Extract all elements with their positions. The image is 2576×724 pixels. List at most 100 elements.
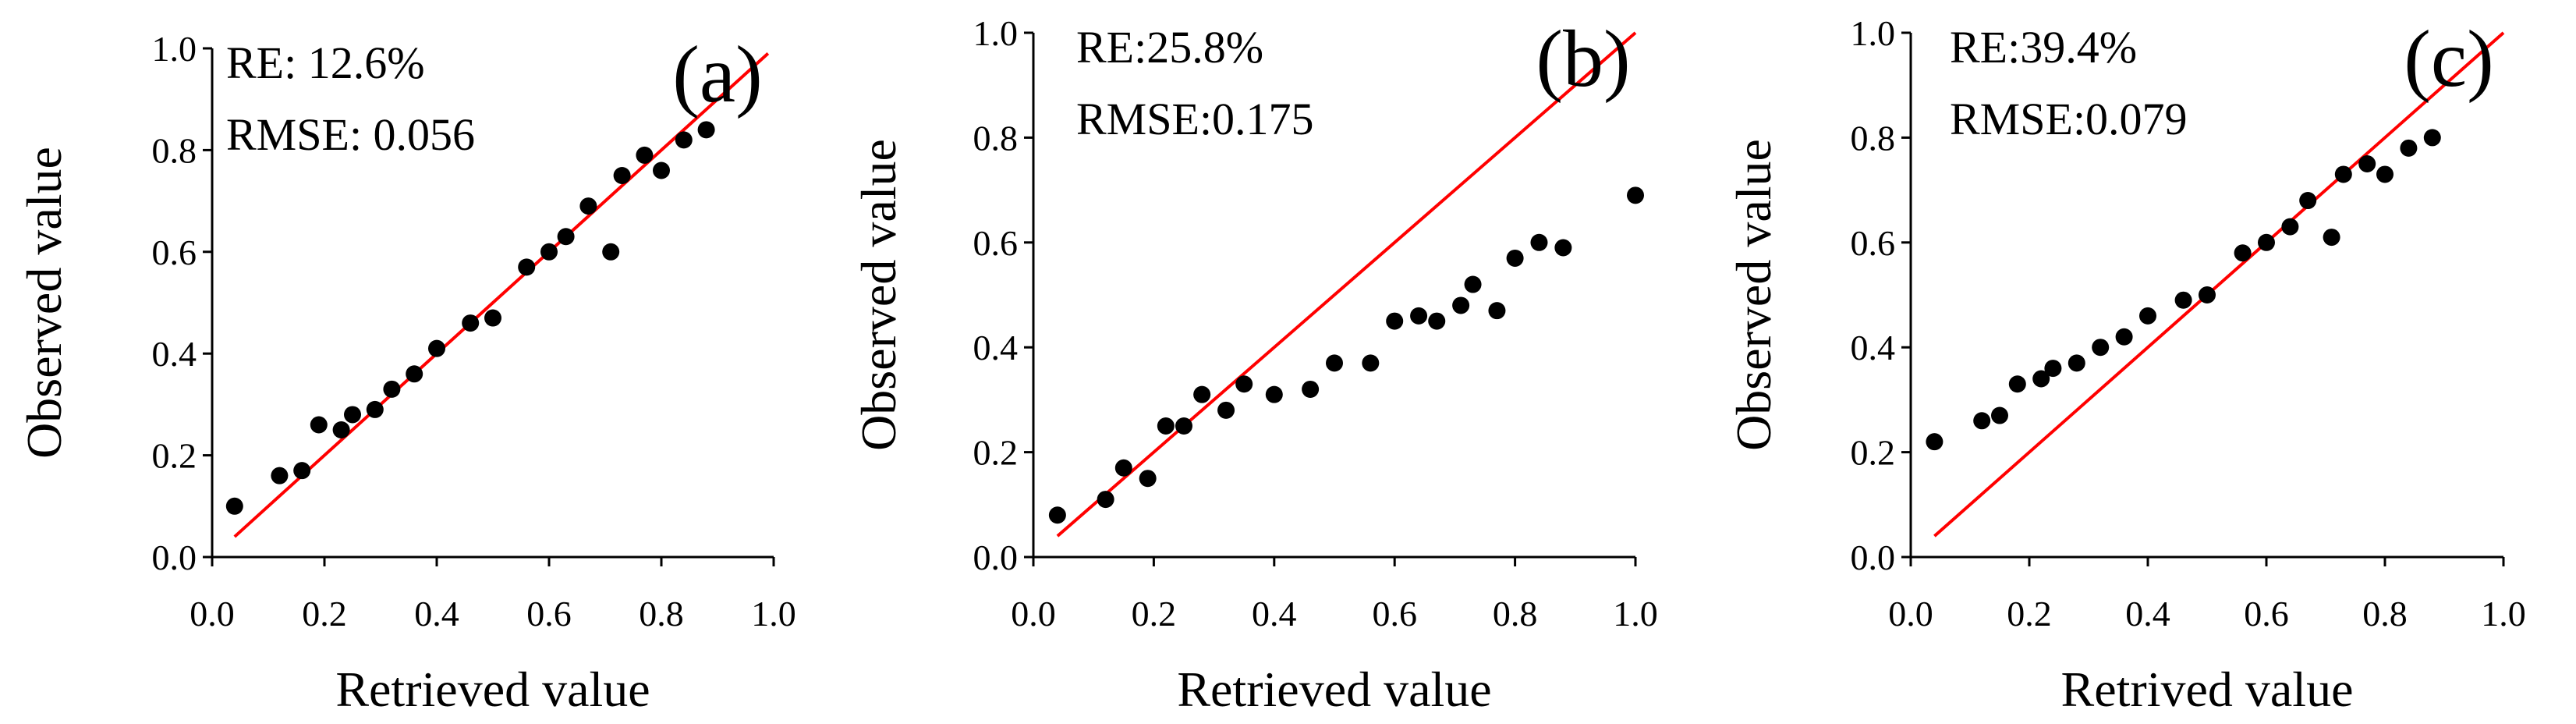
panel-a-y-tick-label: 0.0 [152,538,197,577]
panel-a-y-tick-label: 0.6 [152,232,197,272]
panel-a-point [484,309,501,327]
panel-c-point [2323,229,2340,247]
panel-c-point [2032,370,2050,388]
panel-b-annotation-rmse: RMSE:0.175 [1076,94,1314,144]
panel-c-point [2281,218,2299,236]
panel-b-y-axis-title: Observed value [851,139,906,451]
panel-a-point [225,497,243,515]
panel-b-x-tick-label: 0.6 [1372,594,1417,634]
panel-c-point [2234,244,2252,262]
panel-c-x-tick-label: 1.0 [2481,594,2526,634]
panel-c-x-axis-title: Retrived value [2061,662,2354,717]
panel-a-point [579,197,597,215]
panel-b-point [1193,385,1211,403]
panel-a-point [344,406,361,424]
panel-b-point [1506,249,1524,267]
panel-b-point [1175,417,1192,435]
panel-a-x-tick-label: 1.0 [751,594,796,634]
panel-b-y-tick-label: 0.8 [973,118,1019,158]
panel-c-point [2299,192,2317,210]
panel-c-point [2174,291,2192,309]
panel-b-point [1464,275,1482,293]
panel-b-annotation-re: RE:25.8% [1076,22,1263,73]
panel-a-point [462,314,480,332]
panel-c-point [1973,412,1991,430]
panel-a-x-tick-label: 0.0 [190,594,235,634]
panel-b-label: (b) [1536,14,1630,104]
panel-b-x-tick-label: 0.8 [1493,594,1538,634]
panel-c-point [2400,139,2418,157]
panel-b-point [1265,385,1283,403]
panel-a-y-tick-label: 1.0 [152,29,197,69]
panel-c-point [1991,406,2008,424]
panel-b-x-axis-title: Retrieved value [1177,662,1491,717]
panel-a-annotation-re: RE: 12.6% [226,37,425,88]
panel-c-y-tick-label: 0.0 [1851,538,1896,577]
panel-a-point [653,161,670,179]
panel-b-point [1362,354,1380,372]
panel-c-x-tick-label: 0.2 [2007,594,2052,634]
panel-a-point [271,467,289,484]
panel-a-point [636,146,654,164]
panel-a-x-axis-title: Retrieved value [335,662,650,717]
panel-c-y-tick-label: 0.8 [1851,118,1896,158]
panel-c-point [2199,286,2216,303]
panel-c-point [2092,339,2110,357]
panel-a-y-tick-label: 0.2 [152,436,197,476]
panel-a-point [697,121,715,139]
panel-b-y-tick-label: 0.6 [973,223,1019,263]
panel-a-point [518,258,536,276]
panel-a-point [366,400,384,418]
panel-c-y-tick-label: 0.4 [1851,328,1896,367]
panel-a-point [613,167,631,184]
panel-a-point [383,380,401,398]
panel-a-label: (a) [672,30,762,119]
panel-b-point [1530,233,1548,251]
panel-b-point [1326,354,1343,372]
panel-a-point [602,243,620,261]
panel-c-x-tick-label: 0.0 [1888,594,1933,634]
panel-b-reference-line [1056,31,1637,538]
panel-c-label: (c) [2404,14,2493,104]
panel-b-point [1386,312,1404,330]
panel-b-x-tick-label: 0.4 [1252,594,1297,634]
panel-b-point [1097,491,1114,509]
panel-c-point [2376,165,2394,183]
panel-c-y-axis-title: Observed value [1726,139,1781,451]
panel-b-point [1554,239,1572,257]
panel-b-point [1157,417,1175,435]
panel-c-point [2008,375,2026,393]
panel-c-point [2044,360,2062,378]
panel-b-point [1217,401,1235,419]
panel-b-y-tick-label: 0.2 [973,433,1019,473]
panel-c-point [2423,129,2441,147]
panel-a-y-tick-label: 0.4 [152,334,197,374]
panel-a-point [332,421,350,438]
panel-a-point [540,243,558,261]
panel-b-point [1410,307,1428,325]
panel-c-point [2358,155,2376,172]
panel-a-y-tick-label: 0.8 [152,130,197,170]
panel-c-point [1926,433,1944,451]
panel-c-annotation-rmse: RMSE:0.079 [1950,94,2188,144]
panel-c-y-tick-label: 0.2 [1851,433,1896,473]
panel-c-x-tick-label: 0.6 [2244,594,2289,634]
panel-c-y-tick-label: 0.6 [1851,223,1896,263]
panel-c-point [2139,307,2156,325]
panel-b-point [1139,470,1157,488]
panel-c: 0.0 0.2 0.4 0.6 0.8 1.0 0.0 0.2 0.4 0.6 0.8 1.0 Retr… [1726,13,2526,717]
panel-a-x-tick-label: 0.8 [639,594,684,634]
panel-a-annotation-rmse: RMSE: 0.056 [226,109,475,160]
panel-b-point [1488,302,1506,320]
panel-c-y-tick-label: 1.0 [1851,13,1896,53]
panel-c-annotation-re: RE:39.4% [1950,22,2137,73]
panel-a-point [428,339,445,357]
panel-a-point [293,462,311,480]
panel-b-point [1452,296,1470,314]
panel-b-point [1627,186,1644,204]
panel-b-x-tick-label: 1.0 [1613,594,1658,634]
panel-c-point [2334,165,2352,183]
panel-b-x-tick-label: 0.0 [1011,594,1056,634]
panel-b-y-tick-label: 1.0 [973,13,1019,53]
